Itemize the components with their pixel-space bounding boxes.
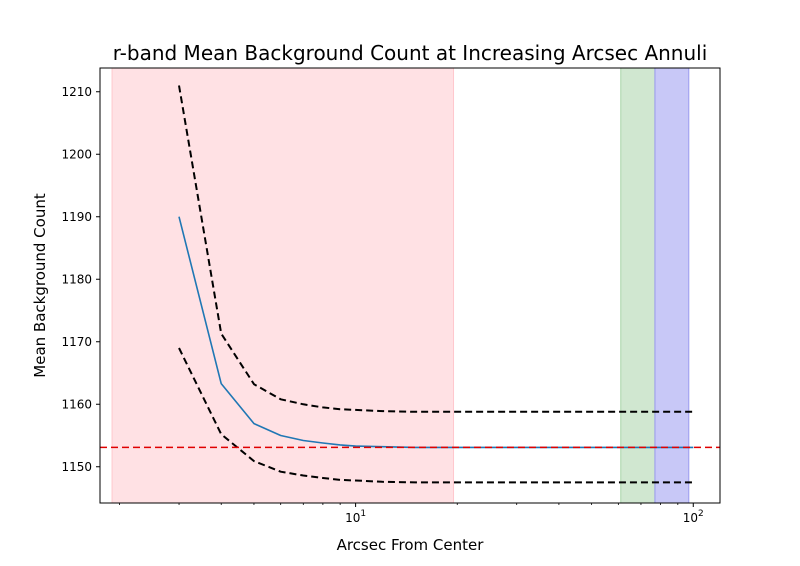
shaded-region-3	[654, 67, 690, 504]
x-axis-ticks: 101 102	[119, 503, 704, 525]
x-tick-label-2: 102	[683, 509, 704, 525]
y-tick-label-6: 1200	[61, 147, 92, 161]
x-tick-label-1: 101	[345, 509, 366, 525]
y-tick-label-4: 1180	[61, 272, 92, 286]
dashed-bound-line-2	[178, 85, 694, 413]
chart-title: r-band Mean Background Count at Increasi…	[113, 41, 708, 65]
series-lines	[100, 85, 720, 484]
y-tick-label-2: 1160	[61, 397, 92, 411]
y-tick-label-1: 1150	[61, 460, 92, 474]
dashed-bound-line-3	[178, 347, 694, 484]
y-axis-label: Mean Background Count	[31, 193, 49, 378]
shaded-region-1	[111, 67, 455, 504]
mean-line-1	[178, 216, 694, 449]
plot-frame	[99, 67, 721, 504]
y-tick-label-3: 1170	[61, 335, 92, 349]
y-tick-label-7: 1210	[61, 85, 92, 99]
y-tick-label-5: 1190	[61, 210, 92, 224]
y-axis-ticks: 1150 1160 1170 1180 1190 1200 1210	[61, 85, 100, 474]
shaded-regions	[111, 67, 690, 504]
shaded-region-2	[620, 67, 656, 504]
x-axis-label: Arcsec From Center	[337, 536, 485, 554]
